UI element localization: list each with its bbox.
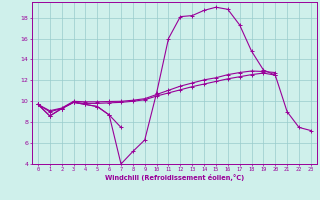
X-axis label: Windchill (Refroidissement éolien,°C): Windchill (Refroidissement éolien,°C) bbox=[105, 174, 244, 181]
